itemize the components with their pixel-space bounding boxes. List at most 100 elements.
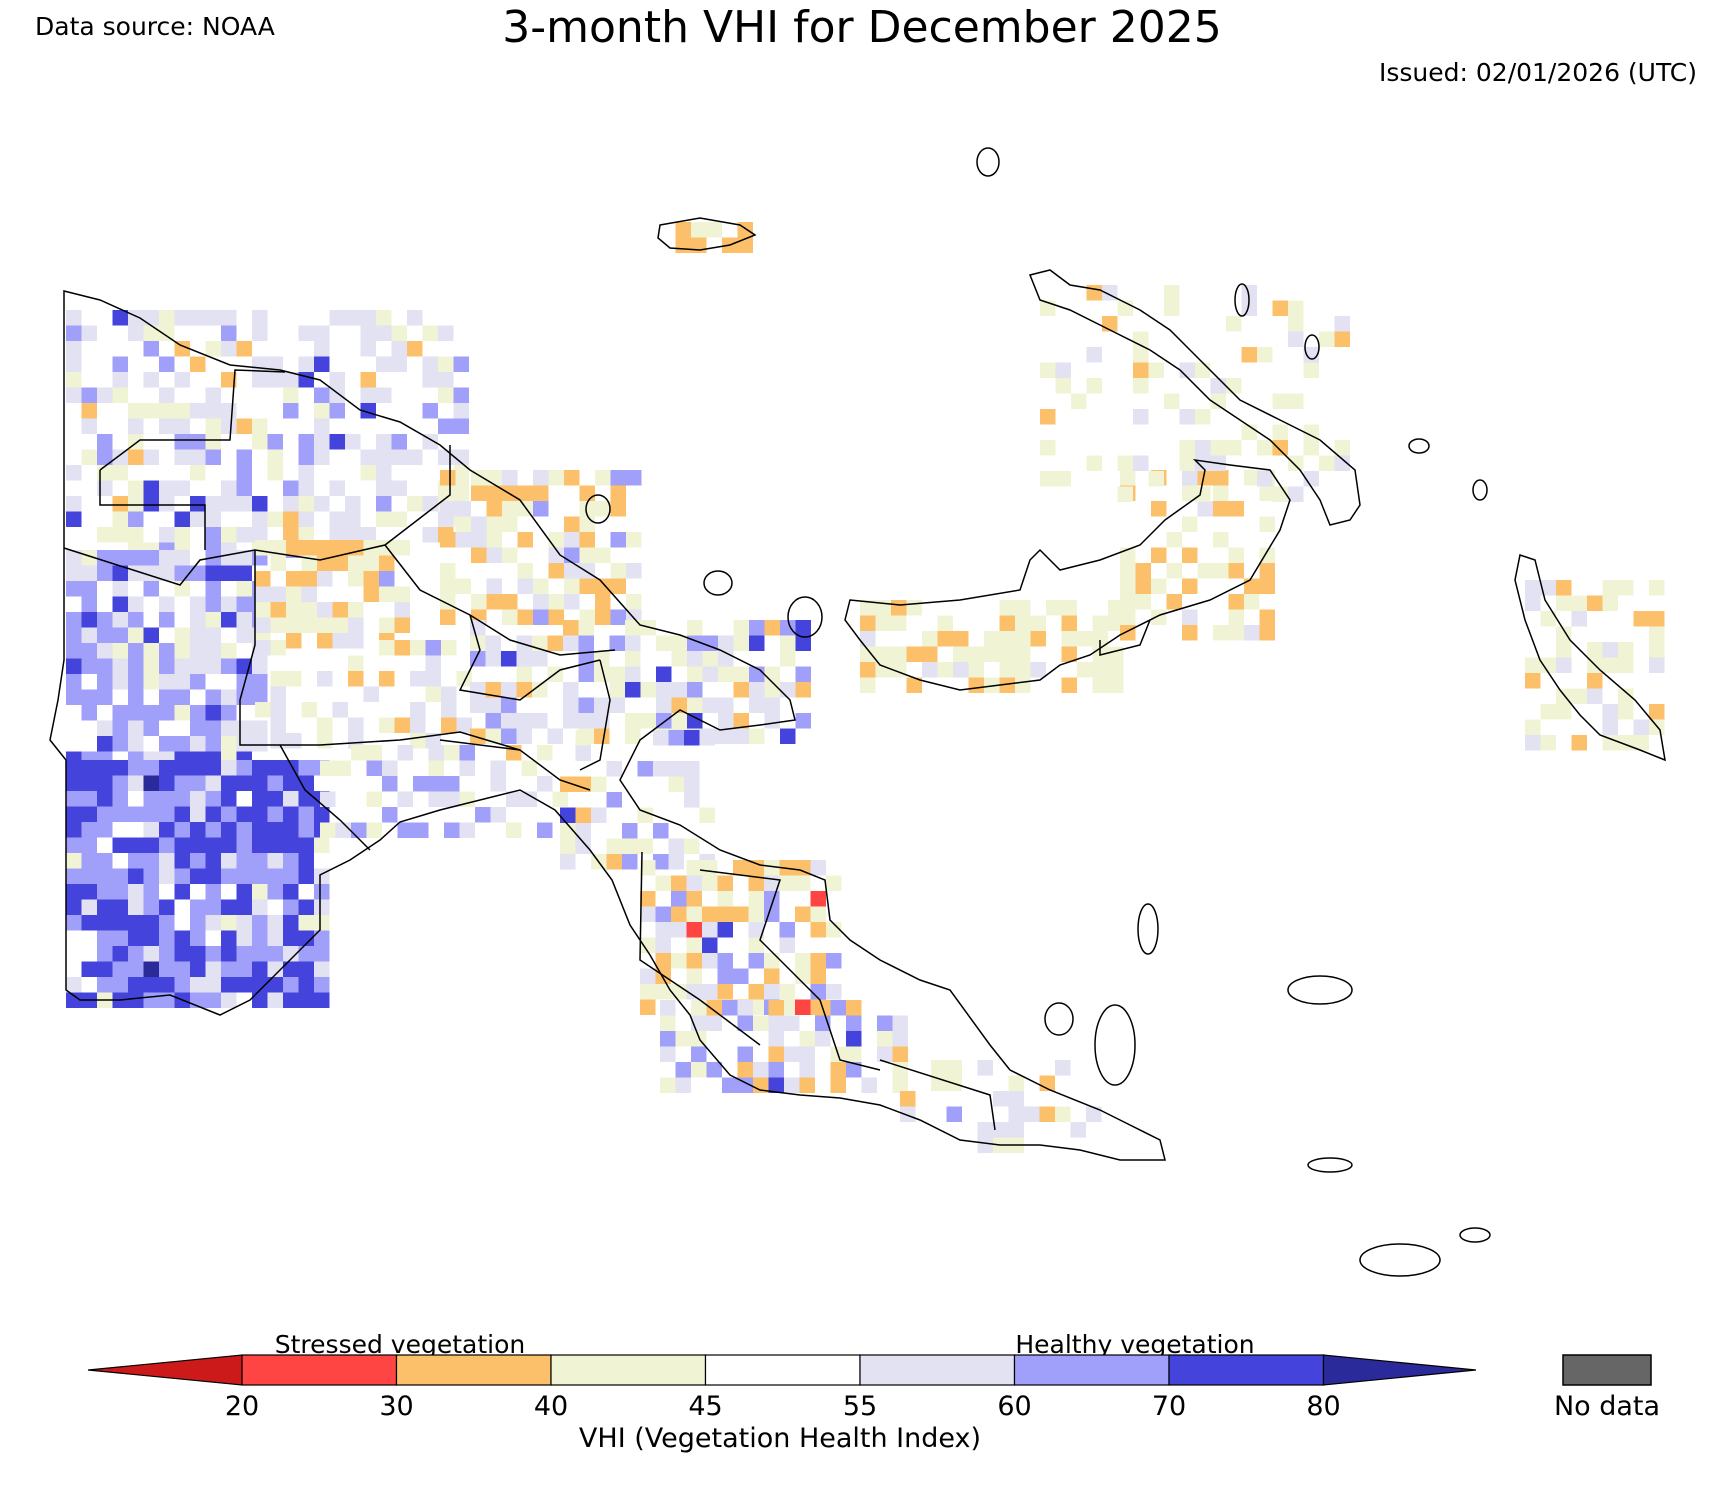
vhi-cell xyxy=(267,822,283,838)
vhi-cell xyxy=(846,1031,862,1047)
vhi-cell xyxy=(143,884,159,900)
vhi-cell xyxy=(892,1046,908,1062)
nodata-label: No data xyxy=(1554,1391,1660,1422)
vhi-cell xyxy=(622,838,638,854)
vhi-cell xyxy=(360,465,376,481)
vhi-cell xyxy=(174,868,190,884)
vhi-cell xyxy=(533,594,549,610)
vhi-cell xyxy=(376,310,392,326)
vhi-cell xyxy=(1148,362,1164,378)
vhi-cell xyxy=(190,961,206,977)
vhi-cell xyxy=(283,915,299,931)
vhi-cell xyxy=(737,237,753,253)
vhi-cell xyxy=(533,485,549,501)
vhi-cell xyxy=(174,449,190,465)
vhi-cell xyxy=(128,705,144,721)
vhi-cell xyxy=(548,609,564,625)
vhi-cell xyxy=(345,511,361,527)
vhi-cell xyxy=(1015,631,1031,647)
vhi-cell xyxy=(455,532,471,548)
vhi-cell xyxy=(128,837,144,853)
vhi-cell xyxy=(190,899,206,915)
vhi-cell xyxy=(1525,719,1541,735)
vhi-cell xyxy=(236,946,252,962)
vhi-cell xyxy=(1108,600,1124,616)
vhi-cell xyxy=(221,915,237,931)
vhi-cell xyxy=(563,682,579,698)
vhi-cell xyxy=(764,713,780,729)
vhi-cell xyxy=(764,697,780,713)
vhi-cell xyxy=(81,961,97,977)
vhi-map xyxy=(49,147,1666,1277)
vhi-cell xyxy=(286,602,302,618)
vhi-cell xyxy=(112,791,128,807)
vhi-cell xyxy=(298,496,314,512)
vhi-cell xyxy=(455,516,471,532)
vhi-cell xyxy=(66,992,82,1008)
vhi-cell xyxy=(560,776,576,792)
vhi-cell xyxy=(317,571,333,587)
vhi-cell xyxy=(799,1062,815,1078)
vhi-cell xyxy=(270,717,286,733)
vhi-cell xyxy=(441,640,457,656)
vhi-cell xyxy=(81,403,97,419)
vhi-cell xyxy=(301,702,317,718)
vhi-cell xyxy=(286,540,302,556)
vhi-cell xyxy=(1055,1060,1071,1076)
vhi-cell xyxy=(81,387,97,403)
vhi-cell xyxy=(320,791,336,807)
vhi-cell xyxy=(190,720,206,736)
vhi-cell xyxy=(66,775,82,791)
vhi-cell xyxy=(533,609,549,625)
vhi-cell xyxy=(159,565,175,581)
vhi-cell xyxy=(128,418,144,434)
vhi-cell xyxy=(655,953,671,969)
vhi-cell xyxy=(655,922,671,938)
vhi-cell xyxy=(128,527,144,543)
vhi-cell xyxy=(335,760,351,776)
vhi-cell xyxy=(748,937,764,953)
vhi-cell xyxy=(687,651,703,667)
vhi-cell xyxy=(314,899,330,915)
vhi-cell xyxy=(660,1046,676,1062)
vhi-cell xyxy=(205,434,221,450)
vhi-cell xyxy=(637,838,653,854)
vhi-cell xyxy=(128,658,144,674)
vhi-cell xyxy=(317,717,333,733)
vhi-cell xyxy=(1602,595,1618,611)
vhi-cell xyxy=(1086,455,1102,471)
vhi-cell xyxy=(768,1062,784,1078)
vhi-cell xyxy=(314,961,330,977)
vhi-cell xyxy=(764,984,780,1000)
vhi-cell xyxy=(190,643,206,659)
vhi-cell xyxy=(1120,470,1136,486)
vhi-cell xyxy=(799,1031,815,1047)
vhi-cell xyxy=(283,806,299,822)
vhi-cell xyxy=(575,838,591,854)
vhi-cell xyxy=(283,977,299,993)
vhi-cell xyxy=(877,1046,893,1062)
vhi-cell xyxy=(691,222,707,238)
vhi-cell xyxy=(143,930,159,946)
vhi-cell xyxy=(1649,642,1665,658)
vhi-cell xyxy=(174,480,190,496)
vhi-cell xyxy=(722,1000,738,1016)
vhi-cell xyxy=(159,310,175,326)
vhi-cell xyxy=(748,860,764,876)
vhi-cell xyxy=(348,602,364,618)
vhi-cell xyxy=(516,713,532,729)
vhi-cell xyxy=(205,868,221,884)
vhi-cell xyxy=(470,728,486,744)
vhi-cell xyxy=(502,516,518,532)
vhi-cell xyxy=(174,853,190,869)
vhi-cell xyxy=(159,760,175,776)
vhi-cell xyxy=(314,496,330,512)
vhi-cell xyxy=(517,532,533,548)
colorbar-ticks: 20 30 40 45 55 60 70 80 xyxy=(225,1391,1341,1422)
vhi-cell xyxy=(332,555,348,571)
vhi-cell xyxy=(112,720,128,736)
vhi-cell xyxy=(205,627,221,643)
vhi-cell xyxy=(441,686,457,702)
vhi-cell xyxy=(1303,440,1319,456)
vhi-cell xyxy=(221,310,237,326)
